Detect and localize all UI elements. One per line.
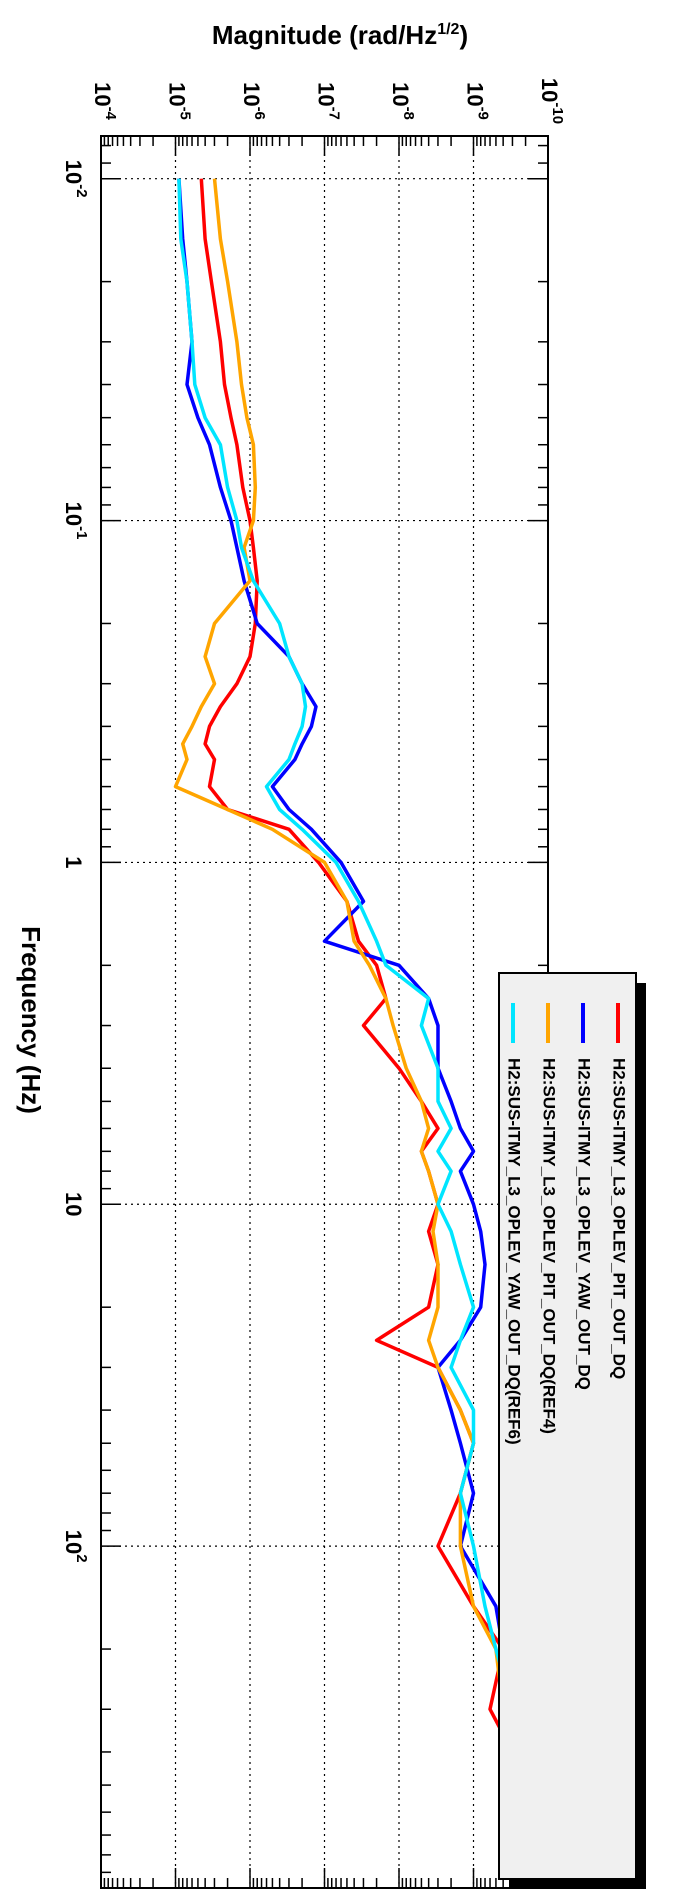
y-tick-label: 10-10	[537, 78, 566, 124]
y-tick-label: 10-6	[239, 82, 268, 120]
y-tick-label: 10-9	[463, 82, 492, 120]
legend-entry-label: H2:SUS-ITMY_L3_OPLEV_PIT_OUT_DQ(REF4)	[540, 1058, 559, 1434]
x-axis-title: Frequency (Hz)	[16, 926, 46, 1114]
y-tick-label: 10-8	[388, 82, 417, 120]
y-tick-label: 10-5	[165, 82, 194, 120]
x-tick-label: 102	[61, 1530, 90, 1563]
x-tick-label: 10-2	[61, 160, 90, 198]
legend-entry-label: H2:SUS-ITMY_L3_OPLEV_YAW_OUT_DQ	[575, 1058, 594, 1390]
y-tick-label: 10-7	[314, 82, 343, 120]
series-line-4	[177, 178, 537, 1836]
legend-entry-label: H2:SUS-ITMY_L3_OPLEV_YAW_OUT_DQ(REF6)	[505, 1058, 524, 1445]
x-tick-label: 10-1	[61, 502, 90, 540]
x-tick-label: 1	[61, 856, 86, 868]
y-axis-title: Magnitude (rad/Hz1/2)	[212, 20, 468, 50]
x-tick-label: 10	[61, 1192, 86, 1216]
y-tick-label: 10-4	[90, 82, 119, 120]
legend-box	[498, 972, 637, 1880]
legend-entry-label: H2:SUS-ITMY_L3_OPLEV_PIT_OUT_DQ	[610, 1058, 629, 1379]
